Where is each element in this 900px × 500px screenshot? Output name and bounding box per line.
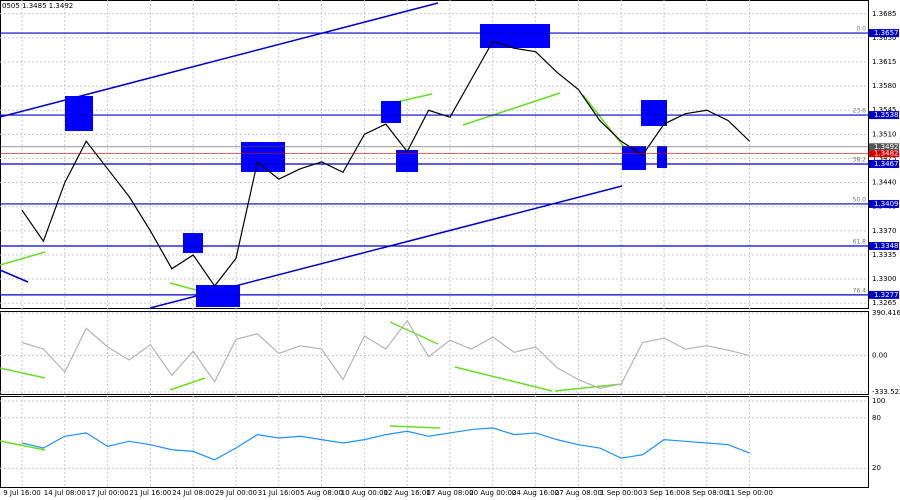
price-value: 1.3482 — [874, 150, 899, 158]
price-line — [21, 427, 750, 461]
y-tick-label: 1.3650 — [872, 34, 897, 42]
y-tick-label: 1.3370 — [872, 227, 897, 235]
panel-borders — [0, 0, 869, 488]
x-tick-label: 29 Jul 00:00 — [215, 489, 257, 497]
x-tick-label: 31 Jul 16:00 — [258, 489, 300, 497]
level-value: 1.3348 — [874, 242, 899, 250]
fib-label: 61.8 — [853, 238, 867, 245]
y-tick-label: 1.3615 — [872, 58, 897, 66]
x-tick-label: 9 Jul 16:00 — [3, 489, 41, 497]
y-tick-label: 1.3335 — [872, 251, 897, 259]
y-tick-label: 20 — [872, 464, 881, 472]
x-tick-label: 17 Aug 08:00 — [426, 489, 473, 497]
y-tick-label: 1.3685 — [872, 10, 897, 18]
plot: 9 Jul 16:00 14 Jul 08:00 17 Jul 00:00 21 Ju… — [0, 10, 900, 497]
x-tick-label: 10 Aug 00:00 — [341, 489, 388, 497]
y-tick-label: 80 — [872, 414, 881, 422]
x-tick-label: 5 Aug 08:00 — [300, 489, 343, 497]
level-value: 1.3409 — [874, 200, 899, 208]
price-value: 1.3492 — [874, 143, 899, 151]
y-tick-label: -333.522 — [872, 388, 900, 396]
fib-label: 38.2 — [853, 156, 867, 163]
x-tick-label: 24 Jul 08:00 — [172, 489, 214, 497]
y-tick-label: 1.3300 — [872, 275, 897, 283]
level-box — [869, 159, 899, 168]
fib-label: 0.0 — [856, 26, 866, 33]
y-tick-label: 1.3265 — [872, 299, 897, 307]
y-tick-label: 1.3475 — [872, 154, 897, 162]
x-tick-label: 3 Sep 16:00 — [643, 489, 685, 497]
y-tick-label: 1.3545 — [872, 106, 897, 114]
x-tick-label: 20 Aug 00:00 — [469, 489, 516, 497]
level-value: 1.3467 — [874, 160, 899, 168]
price-line — [21, 319, 750, 389]
level-box — [869, 290, 899, 299]
y-tick-label: 1.3440 — [872, 179, 897, 187]
y-tick-label: 1.3580 — [872, 82, 897, 90]
y-tick-label: 1.3510 — [872, 130, 897, 138]
x-tick-label: 17 Jul 00:00 — [87, 489, 129, 497]
level-box — [869, 199, 899, 208]
level-value: 1.3657 — [874, 29, 899, 37]
x-tick-label: 14 Jul 08:00 — [44, 489, 86, 497]
y-tick-label: 100 — [872, 397, 885, 405]
level-box — [869, 29, 899, 38]
price-box — [869, 150, 899, 158]
x-tick-label: 24 Aug 16:00 — [512, 489, 559, 497]
header: 0505 1.3485 1.3492 — [2, 2, 73, 10]
x-tick-label: 11 Sep 00:00 — [726, 489, 773, 497]
x-tick-label: 1 Sep 00:00 — [600, 489, 642, 497]
level-box — [869, 111, 899, 120]
x-tick-label: 8 Sep 08:00 — [686, 489, 728, 497]
x-tick-label: 12 Aug 16:00 — [384, 489, 431, 497]
y-tick-label: 390.4163 — [872, 309, 900, 317]
level-value: 1.3538 — [874, 111, 899, 119]
level-box — [869, 241, 899, 250]
x-tick-label: 27 Aug 08:00 — [555, 489, 602, 497]
price-line — [21, 40, 751, 287]
price-box — [869, 143, 899, 151]
grid — [0, 0, 868, 487]
fib-label: 50.0 — [853, 196, 867, 203]
fib-label: 23.6 — [853, 108, 867, 115]
fib-label: 76.4 — [853, 287, 867, 294]
level-value: 1.3277 — [874, 291, 899, 299]
x-tick-label: 21 Jul 16:00 — [129, 489, 171, 497]
y-tick-label: 0.00 — [872, 352, 888, 360]
